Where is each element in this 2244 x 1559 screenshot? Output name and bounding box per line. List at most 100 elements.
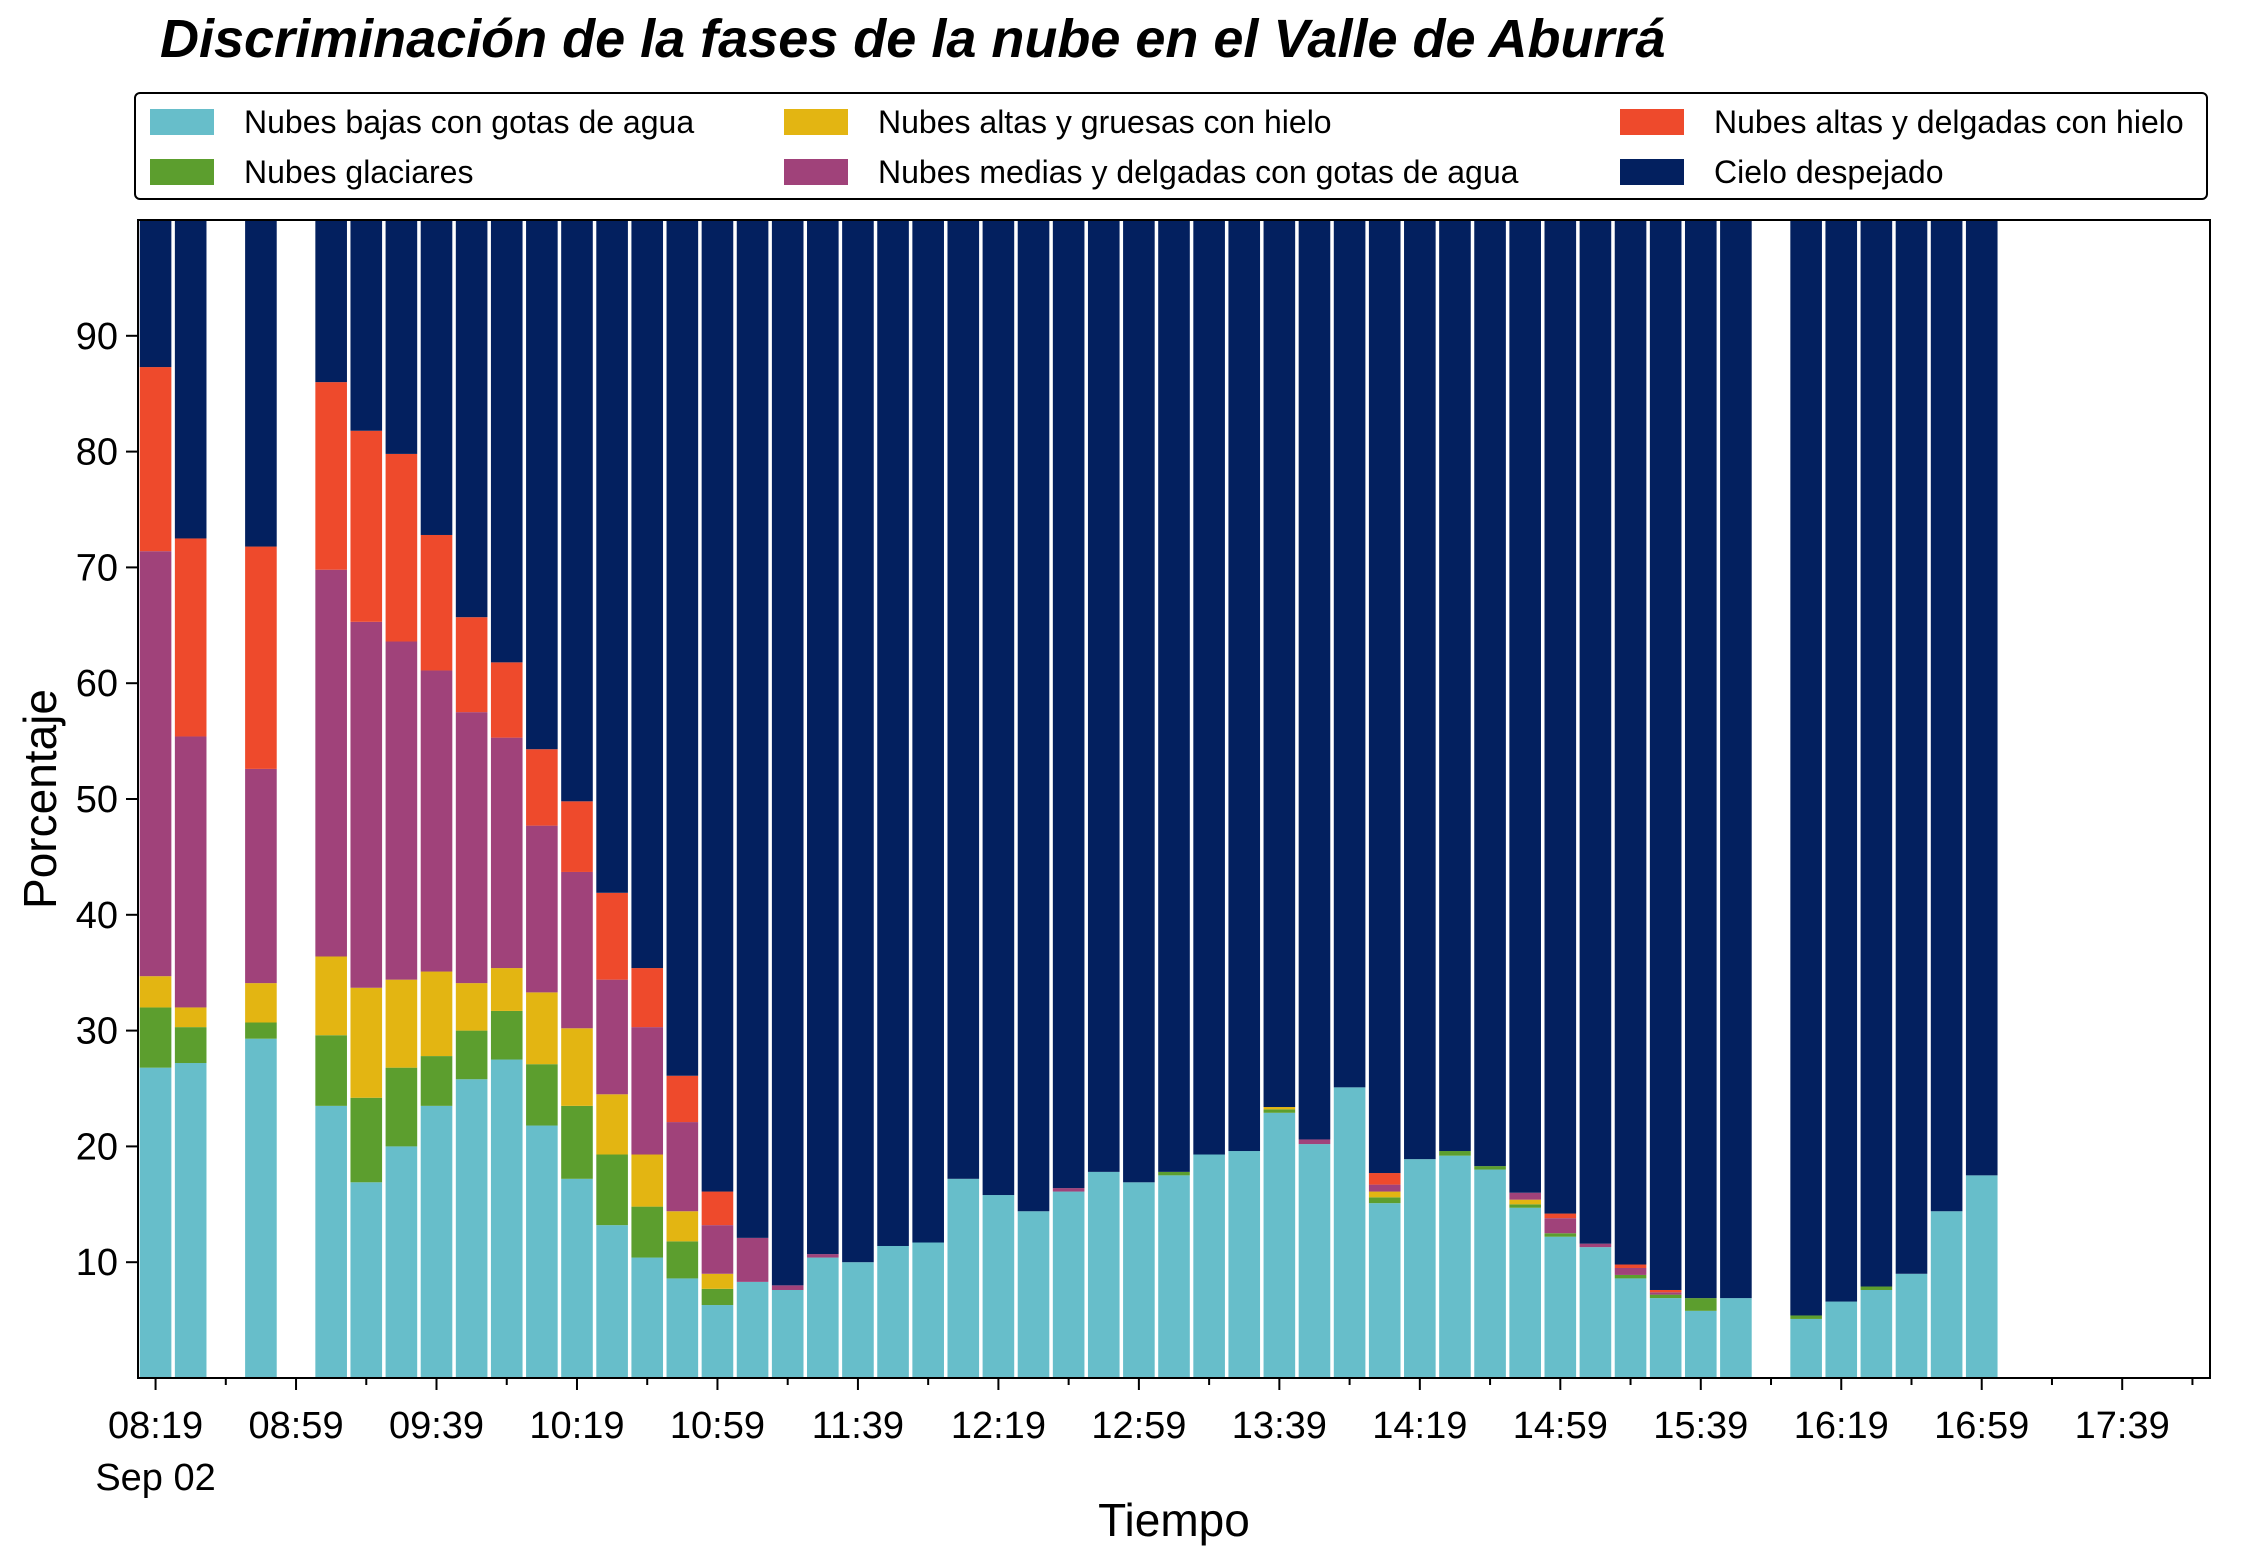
bar-0819-s5 — [139, 220, 172, 368]
bar-1539-s0 — [1684, 1310, 1717, 1378]
legend-item: Cielo despejado — [1620, 152, 1944, 192]
x-axis-label: Tiempo — [1098, 1494, 1250, 1546]
bar-1009-s1 — [526, 1064, 558, 1126]
y-tick-label: 20 — [76, 1126, 118, 1168]
bar-1319-s5 — [1193, 220, 1225, 1155]
bar-1339-s0 — [1263, 1112, 1296, 1378]
x-tick-label: 17:39 — [2075, 1405, 2170, 1447]
bar-0909-s3 — [315, 569, 347, 957]
bar-1639-s0 — [1895, 1273, 1928, 1378]
bar-1359-s0 — [1333, 1087, 1366, 1378]
bar-1529-s0 — [1649, 1298, 1682, 1378]
bar-1139-s5 — [842, 220, 874, 1263]
bar-0819-s4 — [139, 367, 172, 552]
bar-1549-s0 — [1720, 1298, 1752, 1378]
x-tick-label: 16:59 — [1934, 1405, 2029, 1447]
bar-1509-s3 — [1579, 1243, 1612, 1248]
bar-1659-s0 — [1965, 1175, 1998, 1378]
bar-1029-s0 — [596, 1225, 628, 1378]
bar-0949-s5 — [455, 220, 488, 618]
legend-item: Nubes altas y gruesas con hielo — [784, 102, 1332, 142]
bar-1139-s0 — [842, 1262, 874, 1378]
bar-1649-s0 — [1930, 1211, 1963, 1378]
bar-1519-s3 — [1614, 1267, 1647, 1275]
legend-item: Nubes glaciares — [150, 152, 473, 192]
y-tick-label: 60 — [76, 663, 118, 705]
bar-1329-s0 — [1228, 1151, 1261, 1378]
bar-1049-s4 — [666, 1075, 699, 1123]
bar-0829-s1 — [174, 1027, 207, 1064]
bar-0949-s0 — [455, 1079, 488, 1378]
bar-1459-s1 — [1544, 1233, 1577, 1237]
bar-1209-s0 — [947, 1178, 980, 1378]
bar-1049-s5 — [666, 220, 699, 1076]
bar-1629-s5 — [1860, 220, 1893, 1287]
bar-1009-s2 — [526, 992, 558, 1065]
bar-1009-s5 — [526, 220, 558, 750]
bar-1629-s0 — [1860, 1289, 1893, 1378]
bar-0919-s2 — [350, 987, 383, 1098]
bar-1629-s1 — [1860, 1286, 1893, 1290]
x-tick-label: 16:19 — [1794, 1405, 1889, 1447]
legend-swatch — [784, 159, 848, 185]
bar-0829-s3 — [174, 736, 207, 1008]
bar-0829-s0 — [174, 1063, 207, 1378]
bar-1319-s0 — [1193, 1154, 1225, 1378]
bar-1039-s2 — [631, 1154, 664, 1207]
bar-0819-s0 — [139, 1067, 172, 1378]
bar-1529-s3 — [1649, 1292, 1682, 1295]
bar-1449-s0 — [1509, 1207, 1541, 1378]
bar-0849-s5 — [245, 220, 277, 547]
bar-1049-s2 — [666, 1211, 699, 1242]
bar-0909-s0 — [315, 1105, 347, 1378]
bar-1019-s4 — [561, 801, 593, 872]
x-tick-label: 11:39 — [812, 1405, 904, 1447]
legend-label: Cielo despejado — [1714, 153, 1944, 190]
legend-label: Nubes bajas con gotas de agua — [244, 103, 695, 140]
bar-1039-s4 — [631, 968, 664, 1028]
y-tick-label: 80 — [76, 432, 118, 474]
bar-1459-s3 — [1544, 1218, 1577, 1234]
bar-1549-s5 — [1720, 220, 1752, 1299]
bar-0959-s3 — [490, 737, 523, 969]
bar-1519-s4 — [1614, 1264, 1647, 1268]
bar-1339-s5 — [1263, 220, 1296, 1108]
bar-1029-s3 — [596, 979, 628, 1095]
bar-1219-s5 — [982, 220, 1015, 1196]
bar-1409-s3 — [1368, 1184, 1401, 1192]
bar-1059-s2 — [701, 1273, 734, 1289]
bar-0819-s2 — [139, 976, 172, 1008]
bar-1059-s0 — [701, 1305, 734, 1378]
bar-1249-s0 — [1087, 1171, 1120, 1378]
bar-1119-s3 — [771, 1285, 804, 1290]
bar-0959-s4 — [490, 662, 523, 738]
bar-1519-s0 — [1614, 1278, 1647, 1378]
bar-0959-s1 — [490, 1010, 523, 1060]
bar-0939-s3 — [420, 670, 453, 972]
bar-1519-s5 — [1614, 220, 1647, 1265]
legend-item: Nubes medias y delgadas con gotas de agu… — [784, 152, 1518, 192]
bar-1349-s0 — [1298, 1144, 1331, 1378]
bar-1239-s3 — [1052, 1188, 1085, 1192]
bar-1229-s5 — [1017, 220, 1050, 1212]
bar-1449-s2 — [1509, 1199, 1541, 1205]
bar-1409-s5 — [1368, 220, 1401, 1174]
bar-1409-s0 — [1368, 1203, 1401, 1378]
bar-1349-s5 — [1298, 220, 1331, 1140]
bar-1259-s5 — [1123, 220, 1155, 1183]
y-tick-label: 30 — [76, 1011, 118, 1053]
bar-1529-s5 — [1649, 220, 1682, 1290]
bar-0939-s5 — [420, 220, 453, 535]
bar-1029-s2 — [596, 1094, 628, 1155]
legend-swatch — [1620, 109, 1684, 135]
bar-0919-s5 — [350, 220, 383, 431]
bar-1609-s0 — [1790, 1318, 1822, 1378]
bar-0919-s4 — [350, 430, 383, 622]
bar-1409-s1 — [1368, 1197, 1401, 1204]
legend-swatch — [784, 109, 848, 135]
bar-0909-s1 — [315, 1035, 347, 1106]
bar-0949-s3 — [455, 712, 488, 984]
bar-1149-s5 — [877, 220, 909, 1246]
legend-swatch — [150, 109, 214, 135]
